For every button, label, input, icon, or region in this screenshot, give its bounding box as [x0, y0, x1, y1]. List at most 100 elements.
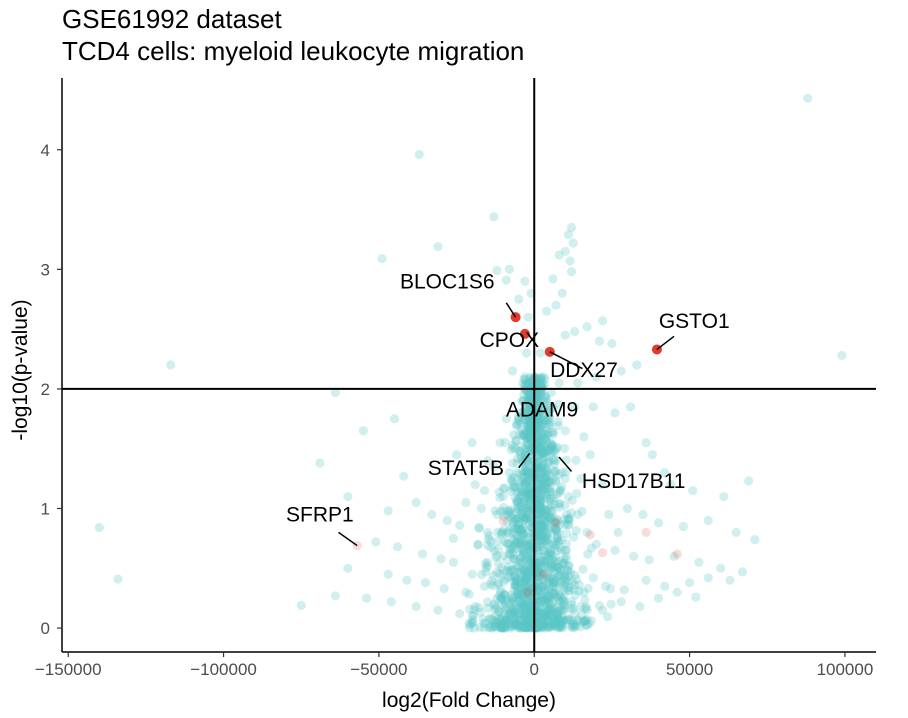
data-point: [511, 482, 521, 492]
x-tick-label: 50000: [666, 660, 713, 679]
data-point: [541, 484, 552, 494]
data-point: [524, 396, 534, 406]
data-point: [493, 614, 503, 625]
data-point: [515, 553, 526, 564]
data-point: [505, 567, 515, 577]
data-point: [518, 492, 529, 502]
data-point: [524, 396, 534, 406]
data-point: [501, 615, 511, 626]
data-point: [541, 391, 551, 401]
data-point: [516, 590, 526, 601]
data-point: [510, 602, 520, 612]
data-point: [524, 541, 534, 551]
data-point: [521, 621, 531, 632]
x-tick-label: 0: [530, 660, 539, 679]
data-point: [641, 438, 651, 448]
data-point: [525, 482, 535, 492]
data-point: [523, 571, 533, 582]
data-point: [536, 603, 546, 614]
data-point: [439, 584, 449, 594]
data-point: [537, 563, 548, 573]
data-point: [517, 603, 528, 613]
data-point: [567, 577, 577, 587]
data-point: [622, 503, 633, 514]
data-point: [580, 595, 590, 605]
data-point: [515, 537, 525, 547]
data-point: [522, 616, 532, 626]
data-point: [496, 622, 507, 633]
data-point: [515, 492, 525, 502]
data-point: [547, 562, 557, 572]
data-point: [546, 622, 556, 632]
data-point: [540, 426, 550, 436]
data-point: [524, 539, 534, 550]
data-point: [525, 558, 536, 568]
data-point: [525, 541, 535, 552]
data-point: [548, 563, 558, 573]
data-point: [543, 477, 553, 487]
data-point: [498, 618, 508, 628]
data-point: [517, 396, 527, 406]
data-point: [548, 274, 558, 284]
data-point: [516, 524, 526, 534]
data-point: [522, 466, 532, 476]
gene-label-cpox: CPOX: [480, 329, 540, 352]
data-point: [558, 599, 569, 610]
data-point: [534, 437, 544, 447]
data-point: [554, 562, 564, 572]
data-point: [509, 534, 519, 545]
data-point: [546, 388, 557, 398]
data-point: [538, 437, 548, 447]
data-point: [507, 514, 517, 524]
data-point: [551, 300, 561, 310]
data-point: [525, 378, 536, 388]
data-point: [481, 563, 491, 573]
data-point: [545, 413, 555, 424]
data-point: [433, 242, 443, 252]
data-point: [461, 497, 471, 508]
data-point: [548, 588, 558, 599]
data-point: [512, 586, 522, 596]
data-point: [512, 538, 522, 548]
data-point: [497, 530, 507, 540]
data-point: [523, 588, 533, 598]
data-point: [520, 431, 530, 441]
data-point: [546, 528, 556, 538]
data-point: [521, 602, 532, 612]
x-axis-label: log2(Fold Change): [382, 689, 556, 712]
data-point: [559, 593, 569, 603]
data-point: [510, 539, 520, 549]
data-point: [516, 623, 527, 633]
data-point: [557, 288, 567, 298]
data-point: [535, 497, 546, 507]
data-point: [507, 564, 517, 575]
data-point: [525, 436, 535, 446]
data-point: [520, 599, 530, 610]
data-point: [566, 622, 576, 632]
data-point: [490, 604, 500, 614]
data-point: [533, 376, 543, 387]
data-point: [544, 406, 554, 416]
data-point: [493, 559, 503, 569]
data-point: [535, 619, 545, 629]
data-point: [539, 448, 549, 459]
data-point: [536, 432, 546, 442]
data-point: [519, 599, 530, 610]
data-point: [521, 514, 531, 524]
data-point: [470, 479, 480, 490]
data-point: [505, 486, 516, 496]
data-point: [545, 477, 556, 487]
data-point: [518, 523, 529, 533]
data-point: [520, 276, 530, 286]
data-point: [528, 544, 538, 554]
data-point: [483, 603, 493, 613]
data-point: [513, 562, 524, 572]
data-point: [548, 403, 558, 413]
data-point: [487, 614, 497, 625]
data-point: [525, 483, 535, 493]
data-point: [546, 449, 556, 459]
data-point: [526, 608, 536, 618]
data-point: [570, 622, 580, 632]
data-point: [516, 538, 526, 548]
faint-highlight-point: [585, 530, 595, 540]
